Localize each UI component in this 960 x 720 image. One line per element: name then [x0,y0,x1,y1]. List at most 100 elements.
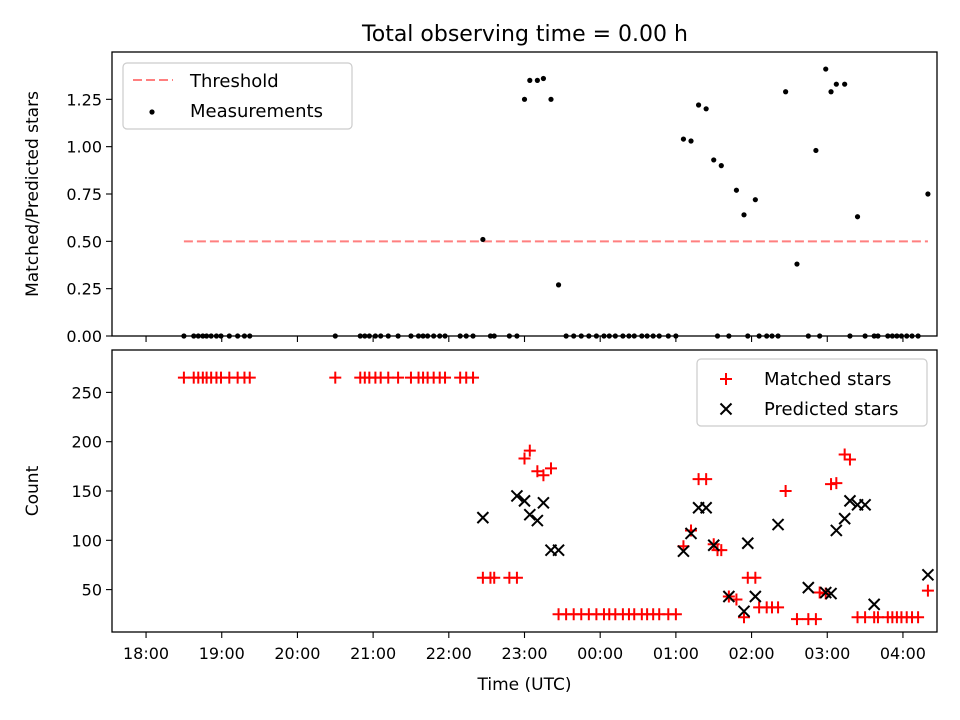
x-tick-label: 02:00 [729,644,775,663]
matched-star-point [749,571,762,584]
measurement-point [823,66,829,72]
matched-star-point [830,477,843,490]
ratio-plot-ticks: 0.00 0.25 0.50 0.75 1.00 1.25 [66,90,904,346]
matched-star-point [523,444,536,457]
measurement-point [783,89,789,95]
count-plot: 50 100 150 200 250 18:00 19:00 20:00 21:00 22:00 2… [23,349,938,695]
y-tick-label: 0.25 [66,280,102,299]
matched-star-point [467,371,480,384]
y-tick-label: 0.00 [66,327,102,346]
x-tick-label: 21:00 [350,644,396,663]
predicted-star-point [531,514,544,527]
measurement-point [752,197,758,203]
y-tick-label: 1.25 [66,90,102,109]
x-tick-label: 18:00 [123,644,169,663]
matched-star-point [488,571,501,584]
measurement-point [842,81,848,87]
x-tick-label: 03:00 [804,644,850,663]
x-tick-label: 00:00 [577,644,623,663]
count-plot-frame [111,349,938,633]
predicted-star-point [771,518,785,531]
predicted-star-point [518,494,531,508]
predicted-star-point [510,489,524,503]
legend-matched-swatch [720,373,732,385]
x-tick-label: 20:00 [274,644,320,663]
matched-star-point [392,371,405,384]
measurement-point [703,106,709,112]
predicted-star-point [737,605,751,618]
matched-star-point [439,371,452,384]
x-tick-label: 19:00 [199,644,245,663]
measurement-point [733,187,740,193]
predicted-star-point [552,543,565,557]
matched-star-point [772,601,785,614]
count-plot-legend: Matched stars Predicted stars [696,358,928,427]
legend-box [122,62,353,130]
legend-measurement-swatch [149,109,155,115]
ratio-plot: 0.00 0.25 0.50 0.75 1.00 1.25 Matched/Predict… [23,51,938,346]
count-plot-marks [177,371,935,626]
count-plot-ticks: 50 100 150 200 250 18:00 19:00 20:00 21:00 22:00 2… [71,383,926,663]
x-tick-label: 22:00 [426,644,472,663]
matched-star-point [779,485,792,497]
ratio-plot-frame [111,51,938,337]
y-tick-label: 250 [71,383,102,402]
measurement-point [741,212,747,218]
predicted-star-point [699,501,713,514]
measurement-point [688,138,694,144]
predicted-star-point [867,598,881,611]
matched-star-point [669,608,682,621]
legend-measurement-label: Measurements [190,101,323,122]
matched-star-point [921,584,934,597]
measurement-point [695,102,702,108]
measurement-point [534,77,540,83]
y-tick-label: 0.50 [66,232,102,251]
matched-star-point [809,613,822,626]
matched-star-point [700,473,713,486]
legend-box [696,358,928,427]
matched-star-point [737,611,750,624]
measurement-point [527,77,533,83]
matched-star-point [843,453,856,466]
legend-threshold-label: Threshold [189,71,279,92]
measurement-point [794,261,800,267]
legend-matched-label: Matched stars [764,369,891,390]
predicted-star-point [722,590,736,603]
predicted-star-point [707,539,720,552]
measurement-point [540,75,547,82]
y-tick-label: 100 [71,531,102,550]
y-tick-label: 1.00 [66,138,102,157]
predicted-star-point [677,544,690,558]
measurement-point [548,96,554,102]
matched-star-point [243,371,256,384]
predicted-star-point [523,508,537,521]
measurement-point [521,96,528,102]
matched-star-point [790,613,803,626]
ratio-plot-legend: Threshold Measurements [122,62,353,130]
measurement-point [680,136,687,142]
predicted-star-point [858,498,872,512]
matched-star-point [912,611,925,624]
x-tick-label: 23:00 [501,644,547,663]
predicted-star-point [921,568,935,582]
y-tick-label: 200 [71,433,102,452]
x-tick-label: 01:00 [653,644,699,663]
measurement-point [711,157,717,163]
legend-predicted-label: Predicted stars [764,399,898,420]
y-tick-label: 50 [82,581,102,600]
measurement-point [854,214,861,220]
predicted-star-point [824,587,838,600]
predicted-star-point [537,496,550,510]
matched-star-point [544,462,557,475]
matched-star-point [537,469,550,482]
measurement-point [480,236,486,243]
chart-title: Total observing time = 0.00 h [361,22,688,47]
measurement-point [828,89,834,95]
count-plot-xlabel: Time (UTC) [477,675,572,695]
ratio-plot-ylabel: Matched/Predicted stars [23,91,43,297]
measurement-point [718,163,724,169]
matched-star-point [510,571,523,584]
measurement-point [555,282,562,288]
matched-star-point [329,371,342,384]
